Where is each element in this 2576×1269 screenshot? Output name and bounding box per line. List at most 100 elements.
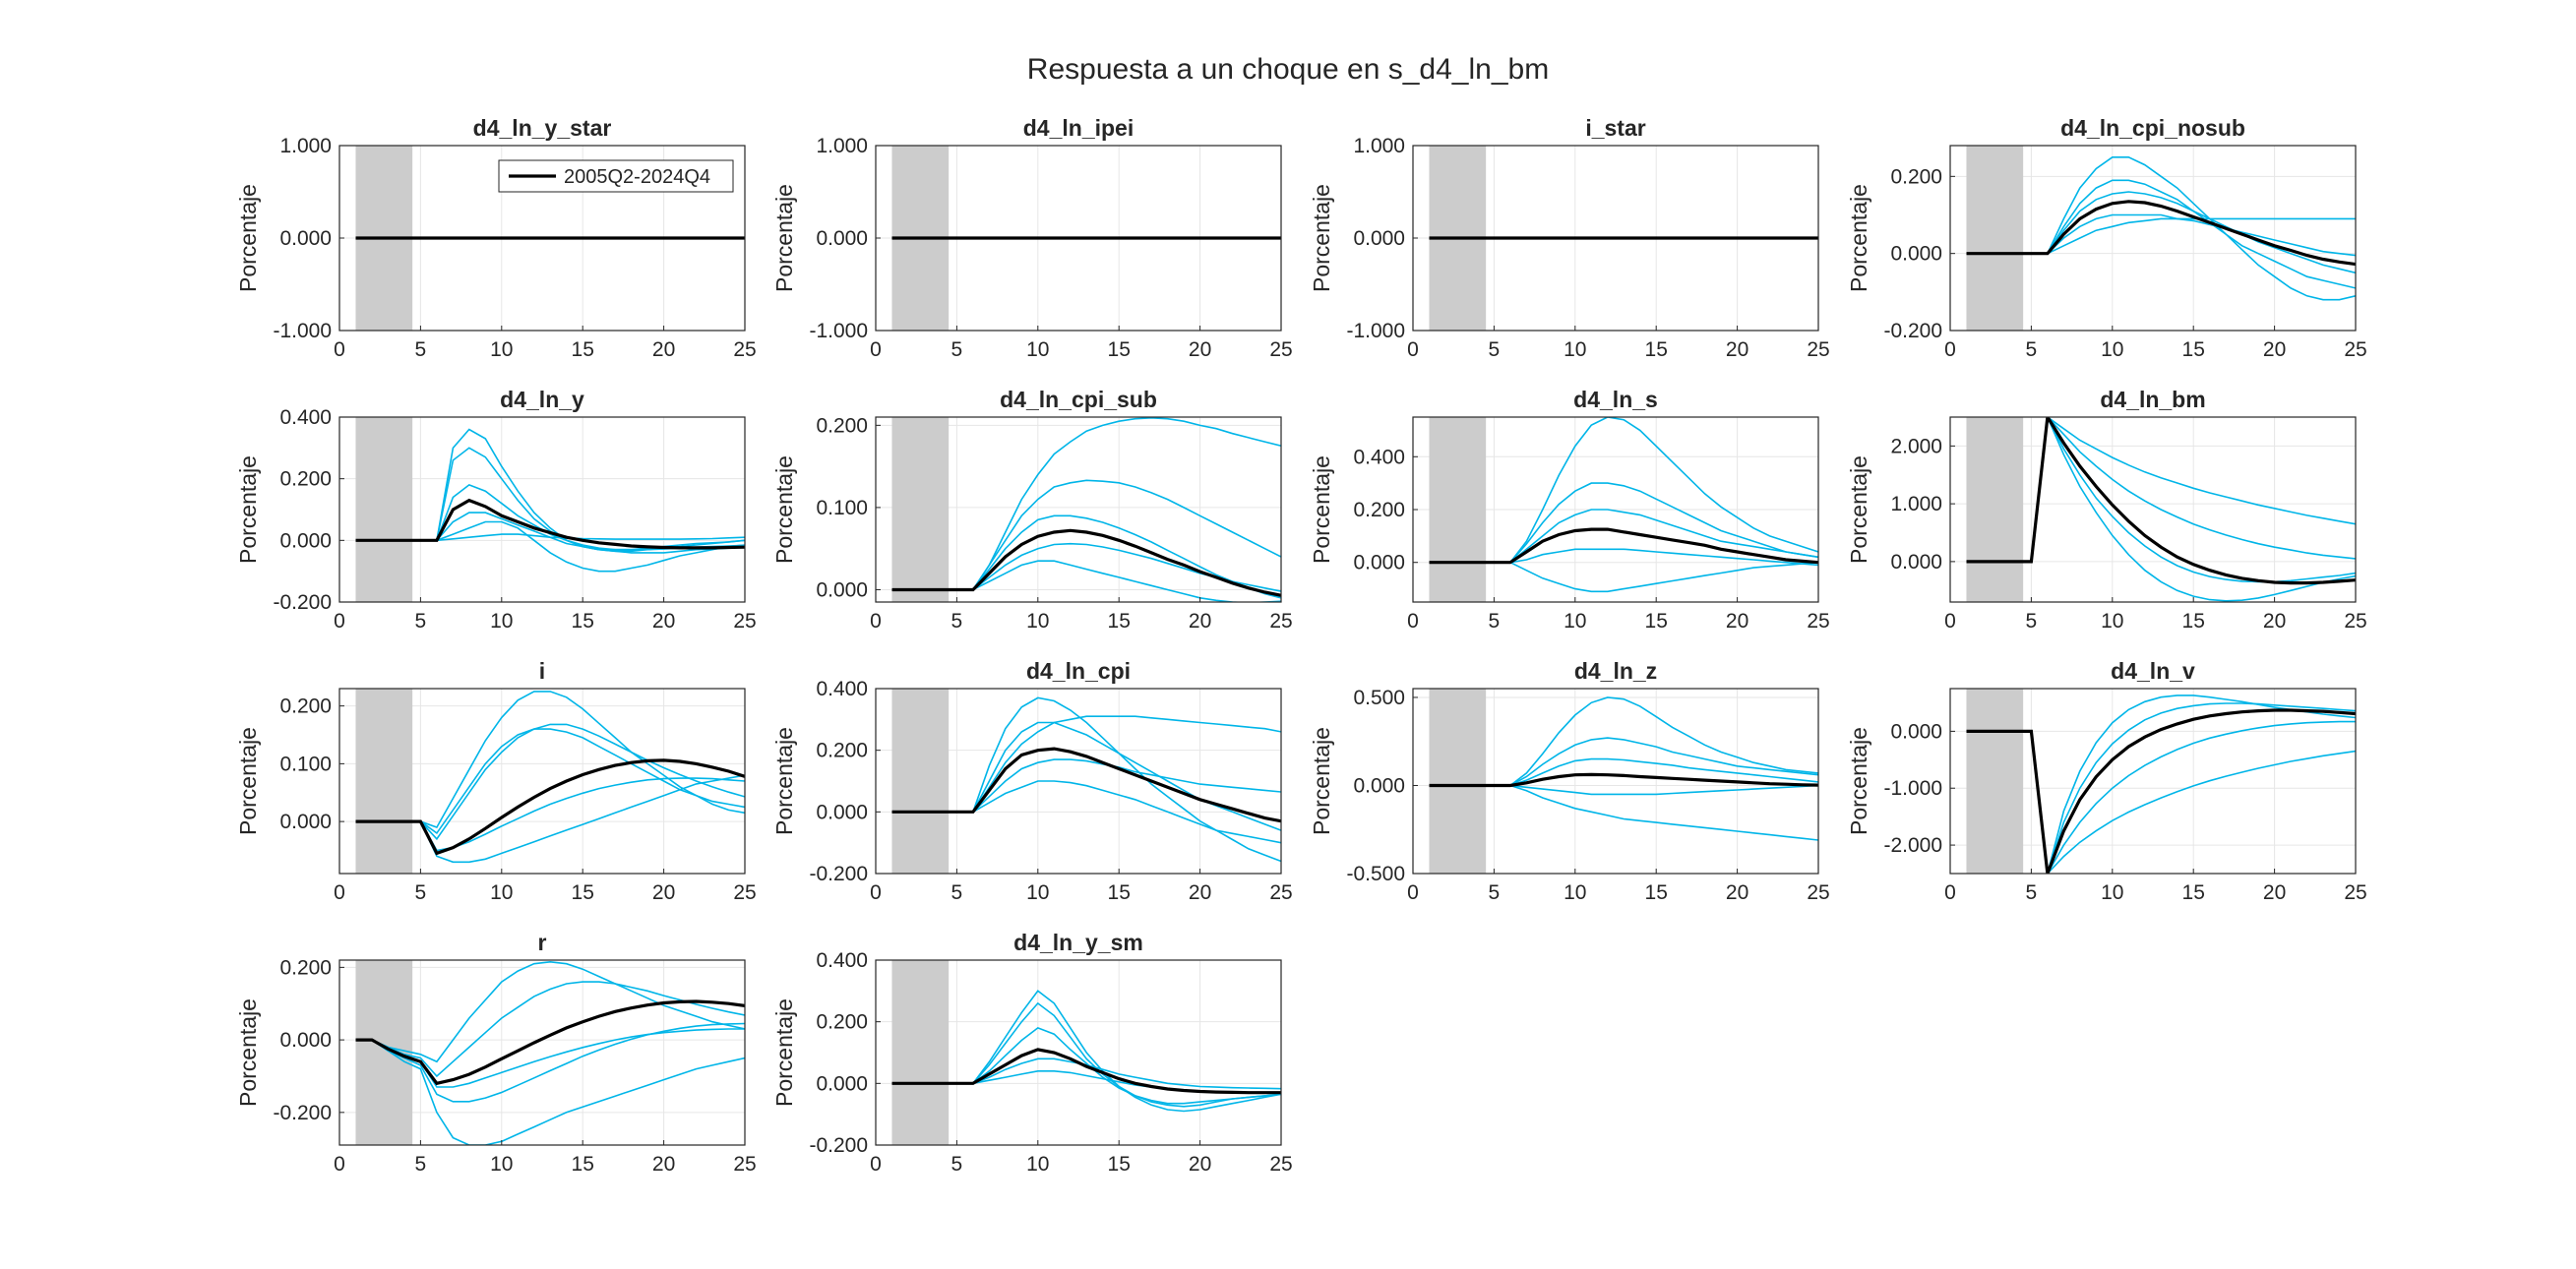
x-tick-label: 20	[2263, 881, 2286, 904]
legend-box	[498, 159, 734, 193]
shaded-region	[1429, 417, 1487, 602]
y-axis-label: Porcentaje	[1309, 455, 1334, 564]
axes-title: d4_ln_cpi_sub	[1000, 387, 1157, 412]
axes-box	[1412, 688, 1819, 875]
x-tick-label: 15	[1108, 338, 1131, 361]
band-series-line	[1966, 217, 2356, 255]
axes-title: d4_ln_bm	[2100, 387, 2205, 412]
band-series-line	[355, 1022, 745, 1103]
x-tick-label: 15	[2182, 881, 2205, 904]
legend-label: 2005Q2-2024Q4	[564, 166, 710, 188]
axes-box	[875, 959, 1282, 1146]
band-series-line	[1429, 509, 1818, 564]
y-tick-label: 0.000	[279, 227, 332, 250]
y-tick-label: 0.100	[816, 497, 868, 519]
x-tick-label: 25	[1269, 610, 1292, 633]
x-tick-label: 10	[1026, 1153, 1049, 1176]
x-tick-label: 20	[1726, 881, 1748, 904]
band-series-line	[1429, 482, 1818, 564]
series-group	[355, 960, 745, 1145]
panel-r: 0 5 10 15 20 25 -0.200 0.000 0.200 r Porcentaje	[235, 930, 757, 1176]
y-tick-label: -1.000	[1346, 320, 1405, 342]
panel-d4-ln-cpi-nosub: 0 5 10 15 20 25 -0.200 0.000 0.200 d4_ln_cpi_nosu…	[1846, 115, 2367, 361]
y-axis-label: Porcentaje	[235, 184, 261, 292]
x-tick-label: 10	[490, 881, 513, 904]
median-series-line	[355, 498, 745, 550]
axes-box	[338, 688, 746, 875]
band-series-line	[355, 520, 745, 573]
band-series-line	[1429, 757, 1818, 787]
x-tick-label: 25	[1269, 338, 1292, 361]
axes-title: d4_ln_s	[1573, 387, 1658, 412]
x-tick-label: 10	[1026, 881, 1049, 904]
band-series-line	[355, 691, 745, 828]
shaded-region	[355, 960, 413, 1145]
x-tick-label: 15	[572, 881, 594, 904]
shaded-region	[1966, 417, 2024, 602]
axes-box	[1949, 145, 2357, 332]
y-tick-label: -0.200	[1883, 320, 1942, 342]
axes-title: d4_ln_y	[500, 387, 584, 412]
y-tick-label: 0.000	[816, 227, 868, 250]
band-series-line	[891, 479, 1281, 591]
x-tick-label: 0	[1407, 881, 1419, 904]
axes-box	[1949, 688, 2357, 875]
x-tick-label: 25	[733, 1153, 756, 1176]
series-group	[1966, 695, 2356, 874]
x-tick-label: 0	[870, 338, 882, 361]
x-tick-label: 15	[1108, 610, 1131, 633]
y-tick-label: 0.200	[1353, 499, 1405, 521]
y-axis-label: Porcentaje	[1846, 184, 1871, 292]
panel-d4-ln-z: 0 5 10 15 20 25 -0.500 0.000 0.500 d4_ln_z Porcent…	[1309, 658, 1830, 904]
y-tick-label: 1.000	[1890, 493, 1942, 515]
x-tick-label: 25	[1807, 610, 1829, 633]
x-tick-label: 15	[1645, 881, 1668, 904]
legend: 2005Q2-2024Q4	[498, 159, 734, 193]
x-tick-label: 10	[2101, 610, 2123, 633]
y-tick-label: 0.200	[816, 740, 868, 762]
y-tick-label: 0.400	[1353, 446, 1405, 468]
x-tick-label: 20	[1726, 338, 1748, 361]
y-axis-label: Porcentaje	[771, 998, 797, 1107]
axes-title: r	[538, 930, 547, 955]
panel-d4-ln-ipei: 0 5 10 15 20 25 -1.000 0.000 1.000 d4_ln_ipei Porc…	[771, 115, 1293, 361]
y-tick-label: 0.200	[1890, 165, 1942, 188]
x-tick-label: 0	[870, 1153, 882, 1176]
x-tick-label: 25	[733, 881, 756, 904]
y-axis-label: Porcentaje	[1846, 727, 1871, 835]
y-tick-label: 0.000	[1890, 551, 1942, 574]
x-tick-label: 0	[1944, 881, 1956, 904]
y-tick-label: -1.000	[273, 320, 332, 342]
axes-box	[1949, 416, 2357, 603]
x-tick-label: 20	[652, 338, 675, 361]
panel-grid: 0 5 10 15 20 25 -1.000 0.000 1.000 d4_ln_y_star Po…	[235, 115, 2367, 1176]
shaded-region	[891, 960, 950, 1145]
band-series-line	[1966, 191, 2356, 274]
x-tick-label: 10	[1564, 881, 1586, 904]
x-tick-label: 20	[652, 881, 675, 904]
band-series-line	[1966, 720, 2356, 874]
band-series-line	[1429, 548, 1818, 567]
band-series-line	[891, 990, 1281, 1113]
x-tick-label: 25	[1269, 1153, 1292, 1176]
panel-d4-ln-y: 0 5 10 15 20 25 -0.200 0.000 0.200 0.400 d4_ln_y Po…	[235, 387, 757, 633]
panel-d4-ln-y-sm: 0 5 10 15 20 25 -0.200 0.000 0.200 0.400 d4_ln_y_s…	[771, 930, 1293, 1176]
panel-i: 0 5 10 15 20 25 0.000 0.100 0.200 i Porcentaje	[235, 658, 757, 904]
x-tick-label: 10	[2101, 881, 2123, 904]
x-tick-label: 15	[1108, 881, 1131, 904]
band-series-line	[1966, 417, 2356, 563]
x-tick-label: 5	[415, 1153, 427, 1176]
y-tick-label: 0.400	[279, 406, 332, 429]
median-series-line	[891, 528, 1281, 597]
band-series-line	[1966, 417, 2356, 602]
series-group	[1429, 696, 1818, 841]
x-tick-label: 10	[1026, 338, 1049, 361]
y-tick-label: 0.000	[1353, 227, 1405, 250]
y-tick-label: 0.000	[1353, 552, 1405, 574]
band-series-line	[1429, 417, 1818, 564]
median-series-line	[891, 747, 1281, 823]
y-tick-label: 0.000	[816, 1072, 868, 1095]
x-tick-label: 10	[490, 338, 513, 361]
y-tick-label: -2.000	[1883, 834, 1942, 857]
shaded-region	[355, 417, 413, 602]
